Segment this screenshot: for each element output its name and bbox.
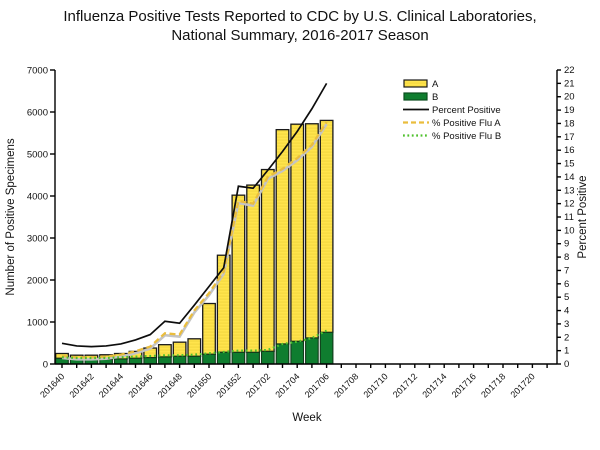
percent-positive-polyline: [61, 82, 328, 348]
y-left-tick-label: 2000: [27, 276, 48, 287]
y-left-tick-label: 4000: [27, 192, 48, 203]
legend-swatch-a: [403, 79, 428, 88]
chart-title: Influenza Positive Tests Reported to CDC…: [63, 8, 536, 44]
flu-a-line-shadow: [61, 123, 328, 361]
y-left-tick-label: 3000: [27, 234, 48, 245]
y-right-tick-label: 13: [564, 185, 575, 196]
bar-flu-b: [260, 350, 275, 365]
y-right-tick-label: 3: [564, 319, 569, 330]
flu-a-percent-polyline: [61, 121, 328, 359]
x-axis-title: Week: [292, 412, 321, 424]
bar-flu-a: [246, 184, 261, 354]
legend-label: % Positive Flu B: [432, 131, 501, 142]
legend-label: A: [432, 79, 439, 90]
x-week-tick-label: 201706: [303, 371, 331, 399]
x-week-tick-label: 201646: [126, 371, 154, 399]
y-right-tick-label: 2: [564, 332, 569, 343]
bars: [55, 119, 334, 365]
y-right-tick-label: 1: [564, 346, 569, 357]
x-week-tick-label: 201648: [156, 371, 184, 399]
y-right-tick-label: 9: [564, 239, 569, 250]
y-left-tick-label: 5000: [27, 150, 48, 161]
bar-flu-a: [172, 341, 187, 358]
x-week-tick-label: 201708: [332, 371, 360, 399]
bar-flu-a: [187, 338, 202, 358]
pct-flu-a-line: [61, 121, 328, 359]
y-left-tick-label: 0: [43, 360, 48, 371]
y-left-tick-label: 7000: [27, 66, 48, 77]
bar-flu-a: [260, 168, 275, 353]
legend: AB Percent Positive % Positive Flu A % Posi…: [403, 79, 501, 142]
x-week-tick-label: 201644: [97, 371, 125, 399]
y-right-tick-label: 12: [564, 199, 575, 210]
bar-flu-a: [202, 302, 216, 355]
bar-flu-b: [187, 355, 202, 365]
x-week-tick-label: 201640: [38, 371, 66, 399]
bar-flu-b: [305, 337, 319, 365]
pct-flu-a-line-shadow: [61, 123, 328, 361]
legend-label: B: [432, 92, 438, 103]
bar-flu-b: [128, 357, 143, 365]
y-right-tick-label: 15: [564, 159, 575, 170]
chart-title-line2: National Summary, 2016-2017 Season: [171, 27, 428, 44]
y-left-tick-label: 6000: [27, 108, 48, 119]
y-right-tick-label: 19: [564, 105, 575, 116]
x-week-tick-label: 201716: [450, 371, 478, 399]
bar-flu-b: [290, 340, 305, 365]
bar-flu-b: [202, 353, 216, 365]
bar-flu-b: [113, 358, 128, 365]
flu-b-percent-polyline: [61, 329, 328, 360]
bar-flu-b: [231, 351, 246, 365]
y-axis-right-title: Percent Positive: [577, 175, 589, 258]
bar-flu-b: [275, 343, 290, 365]
x-week-tick-label: 201712: [391, 371, 419, 399]
y-left-tick-label: 1000: [27, 318, 48, 329]
chart-title-line1: Influenza Positive Tests Reported to CDC…: [63, 8, 536, 25]
y-right-tick-label: 8: [564, 252, 569, 263]
legend-swatch-b: [403, 92, 428, 101]
bar-flu-b: [216, 351, 231, 365]
y-right-tick-label: 4: [564, 306, 569, 317]
y-right-tick-label: 14: [564, 172, 575, 183]
y-right-tick-label: 11: [564, 212, 574, 223]
bar-flu-b: [158, 356, 172, 365]
y-axis-left-title: Number of Positive Specimens: [5, 138, 17, 295]
y-right-tick-label: 5: [564, 292, 569, 303]
bar-flu-a: [319, 119, 334, 334]
bar-flu-a: [304, 123, 319, 339]
x-week-tick-label: 201652: [214, 371, 242, 399]
bar-flu-b: [319, 331, 334, 365]
legend-label: Percent Positive: [432, 105, 501, 116]
x-week-tick-label: 201650: [185, 371, 213, 399]
y-right-tick-label: 6: [564, 279, 569, 290]
y-right-tick-label: 18: [564, 118, 575, 129]
percent-positive-line: [61, 82, 328, 348]
x-week-tick-label: 201720: [508, 371, 536, 399]
y-right-tick-label: 0: [564, 359, 569, 370]
bar-flu-b: [143, 357, 158, 365]
y-right-tick-label: 16: [564, 145, 575, 156]
x-week-tick-label: 201704: [273, 371, 301, 399]
pct-flu-b-line: [61, 329, 328, 360]
y-right-tick-label: 22: [564, 65, 575, 76]
y-right-tick-label: 20: [564, 92, 575, 103]
x-week-tick-label: 201702: [244, 371, 272, 399]
x-week-tick-label: 201714: [420, 371, 448, 399]
bar-flu-b: [246, 351, 260, 365]
y-right-tick-label: 21: [564, 78, 575, 89]
legend-label: % Positive Flu A: [432, 118, 501, 129]
y-right-tick-label: 17: [564, 132, 575, 143]
bar-flu-b: [172, 355, 187, 365]
y-right-tick-label: 7: [564, 265, 569, 276]
bar-flu-a: [275, 128, 290, 345]
x-week-tick-label: 201718: [479, 371, 507, 399]
y-right-tick-label: 10: [564, 225, 575, 236]
x-week-tick-label: 201642: [67, 371, 95, 399]
x-week-tick-label: 201710: [361, 371, 389, 399]
